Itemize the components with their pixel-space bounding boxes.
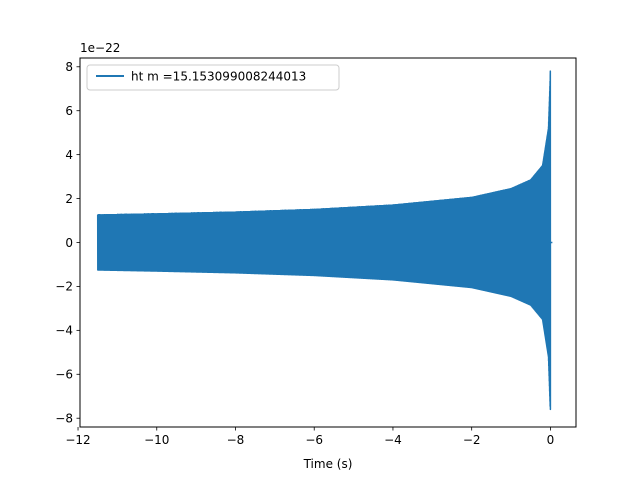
x-axis: −12 −10 −8 −6 −4 −2 0	[65, 427, 554, 447]
y-tick-label: 4	[65, 148, 73, 162]
y-tick-label: 6	[65, 104, 73, 118]
y-tick-label: −8	[55, 412, 73, 426]
series-line-ht	[96, 70, 553, 411]
x-tick-label: −10	[144, 433, 169, 447]
y-tick-label: 8	[65, 60, 73, 74]
y-offset-label: 1e−22	[80, 41, 120, 55]
y-tick-label: 0	[65, 236, 73, 250]
legend-box	[86, 64, 340, 91]
x-tick-label: −12	[65, 433, 90, 447]
plot-data-area	[96, 70, 553, 411]
legend: ht m =15.153099008244013	[86, 64, 340, 91]
x-tick-label: −4	[384, 433, 402, 447]
x-tick-label: −2	[463, 433, 481, 447]
x-tick-label: −8	[227, 433, 245, 447]
y-tick-label: −6	[55, 368, 73, 382]
y-axis: −8 −6 −4 −2 0 2 4 6 8	[55, 60, 80, 426]
x-tick-label: −6	[305, 433, 323, 447]
y-tick-label: −4	[55, 324, 73, 338]
legend-series-label: ht m =15.153099008244013	[131, 70, 306, 84]
x-axis-label: Time (s)	[303, 457, 353, 471]
x-tick-label: 0	[547, 433, 555, 447]
y-tick-label: 2	[65, 192, 73, 206]
y-tick-label: −2	[55, 280, 73, 294]
